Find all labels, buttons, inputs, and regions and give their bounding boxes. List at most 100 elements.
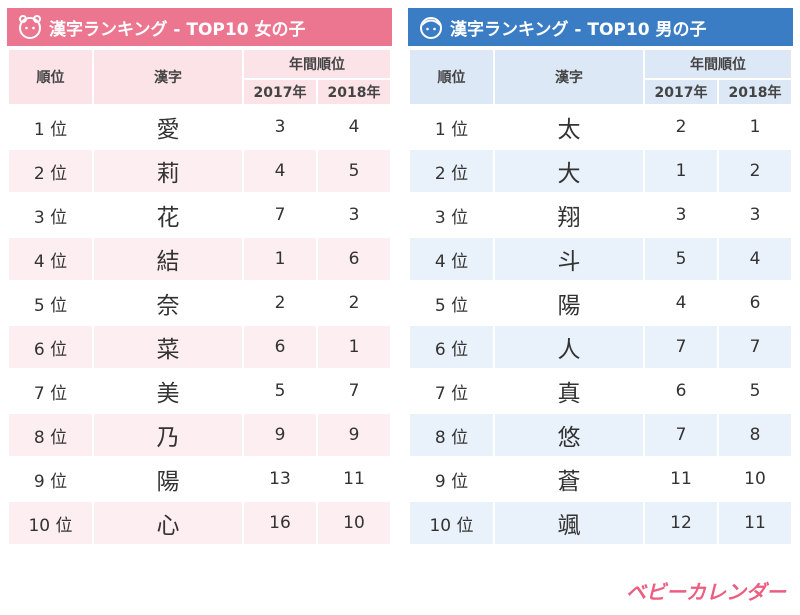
- cell: 8 位: [7, 412, 94, 458]
- cell: 6 位: [7, 324, 94, 370]
- cell: 8: [717, 412, 793, 458]
- cell: 10 位: [408, 500, 495, 546]
- cell: 1: [316, 324, 392, 370]
- cell: 9: [242, 412, 318, 458]
- cell: 5 位: [408, 280, 495, 326]
- kanji-cell: 颯: [493, 500, 645, 546]
- kanji-cell: 莉: [92, 148, 244, 194]
- kanji-cell: 花: [92, 192, 244, 238]
- data-row: 10 位心 16 10: [7, 500, 392, 546]
- header-cell: 順位: [7, 48, 94, 106]
- cell: 3 位: [7, 192, 94, 238]
- header-row: 順位 漢字 年間順位: [7, 48, 392, 106]
- cell: 13: [242, 456, 318, 502]
- cell: 2: [717, 148, 793, 194]
- cell: 7: [643, 412, 719, 458]
- cell: 3 位: [408, 192, 495, 238]
- data-row: 10 位颯 12 11: [408, 500, 793, 546]
- cell: 2 位: [408, 148, 495, 194]
- header-cell: 2017年: [242, 78, 318, 106]
- cell: 4 位: [408, 236, 495, 282]
- girl-icon: [19, 15, 41, 39]
- kanji-cell: 太: [493, 104, 645, 150]
- cell: 3: [643, 192, 719, 238]
- cell: 5: [316, 148, 392, 194]
- cell: 12: [643, 500, 719, 546]
- kanji-cell: 斗: [493, 236, 645, 282]
- cell: 11: [643, 456, 719, 502]
- header-cell: 漢字: [92, 48, 244, 106]
- kanji-cell: 菜: [92, 324, 244, 370]
- cell: 6: [242, 324, 318, 370]
- kanji-cell: 蒼: [493, 456, 645, 502]
- cell: 10: [316, 500, 392, 546]
- cell: 10: [717, 456, 793, 502]
- header-cell: 漢字: [493, 48, 645, 106]
- data-row: 9 位蒼 11 10: [408, 456, 793, 502]
- header-row: 2017年 2018年: [409, 78, 793, 106]
- cell: 9 位: [408, 456, 495, 502]
- cell: 1: [717, 104, 793, 150]
- kanji-cell: 人: [493, 324, 645, 370]
- girl-panel: 漢字ランキング - TOP10 女の子 順位 漢字 年間順位 2017年 2018年 1 …: [7, 8, 392, 546]
- cell: 9: [316, 412, 392, 458]
- cell: 1 位: [7, 104, 94, 150]
- cell: 5: [242, 368, 318, 414]
- cell: 7 位: [7, 368, 94, 414]
- cell: 2 位: [7, 148, 94, 194]
- title-bar: 漢字ランキング - TOP10 女の子: [7, 8, 392, 46]
- cell: 1 位: [408, 104, 495, 150]
- kanji-cell: 心: [92, 500, 244, 546]
- data-row: 9 位陽 13 11: [7, 456, 392, 502]
- kanji-cell: 大: [493, 148, 645, 194]
- cell: 4: [717, 236, 793, 282]
- header-row: 2017年 2018年: [8, 78, 392, 106]
- cell: 9 位: [7, 456, 94, 502]
- boy-icon: [420, 17, 442, 39]
- cell: 5: [717, 368, 793, 414]
- header-cell: 年間順位: [643, 48, 793, 80]
- cell: 7: [316, 368, 392, 414]
- cell: 3: [242, 104, 318, 150]
- boy-panel: 漢字ランキング - TOP10 男の子 順位 漢字 年間順位 2017年 2018年 1 …: [408, 8, 793, 546]
- cell: 6: [643, 368, 719, 414]
- kanji-cell: 陽: [493, 280, 645, 326]
- cell: 11: [717, 500, 793, 546]
- cell: 1: [643, 148, 719, 194]
- cell: 2: [316, 280, 392, 326]
- title-bar: 漢字ランキング - TOP10 男の子: [408, 8, 793, 46]
- kanji-cell: 悠: [493, 412, 645, 458]
- cell: 1: [242, 236, 318, 282]
- title: 漢字ランキング - TOP10 男の子: [450, 19, 707, 40]
- kanji-cell: 美: [92, 368, 244, 414]
- header-cell: 2018年: [717, 78, 793, 106]
- header-cell: 順位: [408, 48, 495, 106]
- cell: 3: [316, 192, 392, 238]
- cell: 7: [717, 324, 793, 370]
- cell: 4: [316, 104, 392, 150]
- cell: 4 位: [7, 236, 94, 282]
- kanji-cell: 奈: [92, 280, 244, 326]
- brand-logo: ベビーカレンダー: [626, 580, 786, 604]
- kanji-cell: 真: [493, 368, 645, 414]
- cell: 11: [316, 456, 392, 502]
- cell: 5 位: [7, 280, 94, 326]
- header-cell: 2017年: [643, 78, 719, 106]
- cell: 7: [242, 192, 318, 238]
- title: 漢字ランキング - TOP10 女の子: [49, 19, 306, 40]
